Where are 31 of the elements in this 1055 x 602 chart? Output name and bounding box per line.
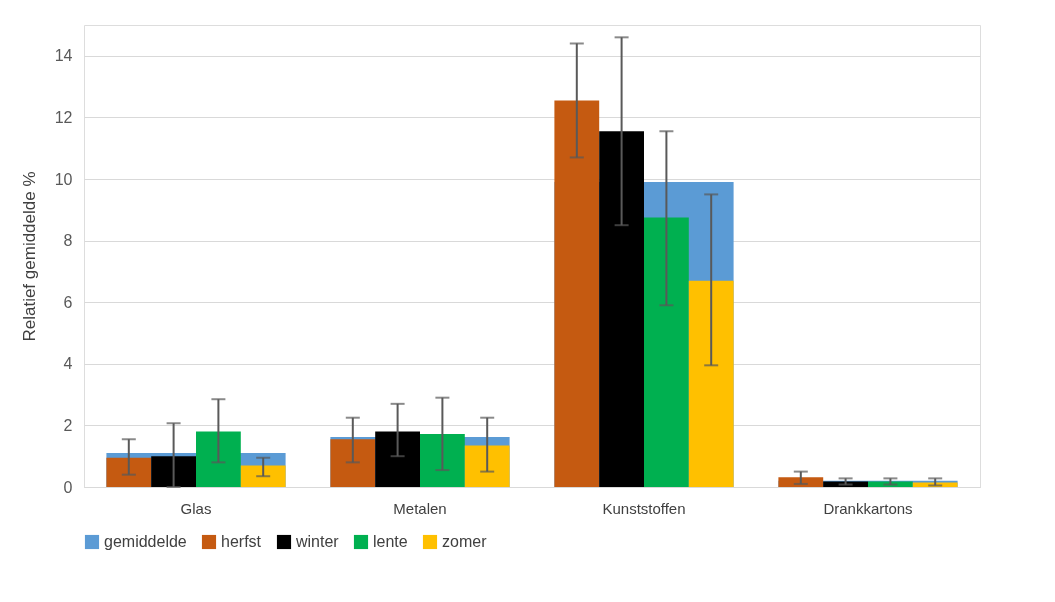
x-tick-label: Drankkartons xyxy=(823,499,913,517)
bar xyxy=(599,131,644,487)
bar xyxy=(151,456,196,487)
bar xyxy=(106,457,152,487)
bar xyxy=(554,100,600,487)
legend-label: herfst xyxy=(221,533,262,550)
x-tick-label: Metalen xyxy=(393,499,447,517)
y-tick-label: 4 xyxy=(63,355,73,373)
bar xyxy=(464,445,510,487)
bar xyxy=(420,434,465,487)
bar xyxy=(688,280,734,487)
y-tick-label: 12 xyxy=(54,108,73,126)
y-tick-label: 2 xyxy=(63,416,73,434)
y-axis-title: Relatief gemiddelde % xyxy=(19,171,39,342)
bar xyxy=(196,431,241,487)
bar xyxy=(240,465,286,487)
y-tick-label: 14 xyxy=(54,47,73,65)
legend-label: gemiddelde xyxy=(104,533,187,550)
x-tick-label: Glas xyxy=(180,499,212,517)
legend-label: zomer xyxy=(442,533,488,550)
bar xyxy=(778,477,824,487)
y-tick-label: 0 xyxy=(63,478,73,496)
bar xyxy=(330,439,376,487)
y-tick-label: 10 xyxy=(54,170,73,188)
bar xyxy=(375,431,420,487)
x-tick-label: Kunststoffen xyxy=(602,499,686,517)
legend-label: winter xyxy=(295,533,340,550)
y-tick-label: 8 xyxy=(63,232,73,250)
legend-label: lente xyxy=(373,533,408,550)
bar xyxy=(644,217,689,487)
y-tick-label: 6 xyxy=(63,293,73,311)
